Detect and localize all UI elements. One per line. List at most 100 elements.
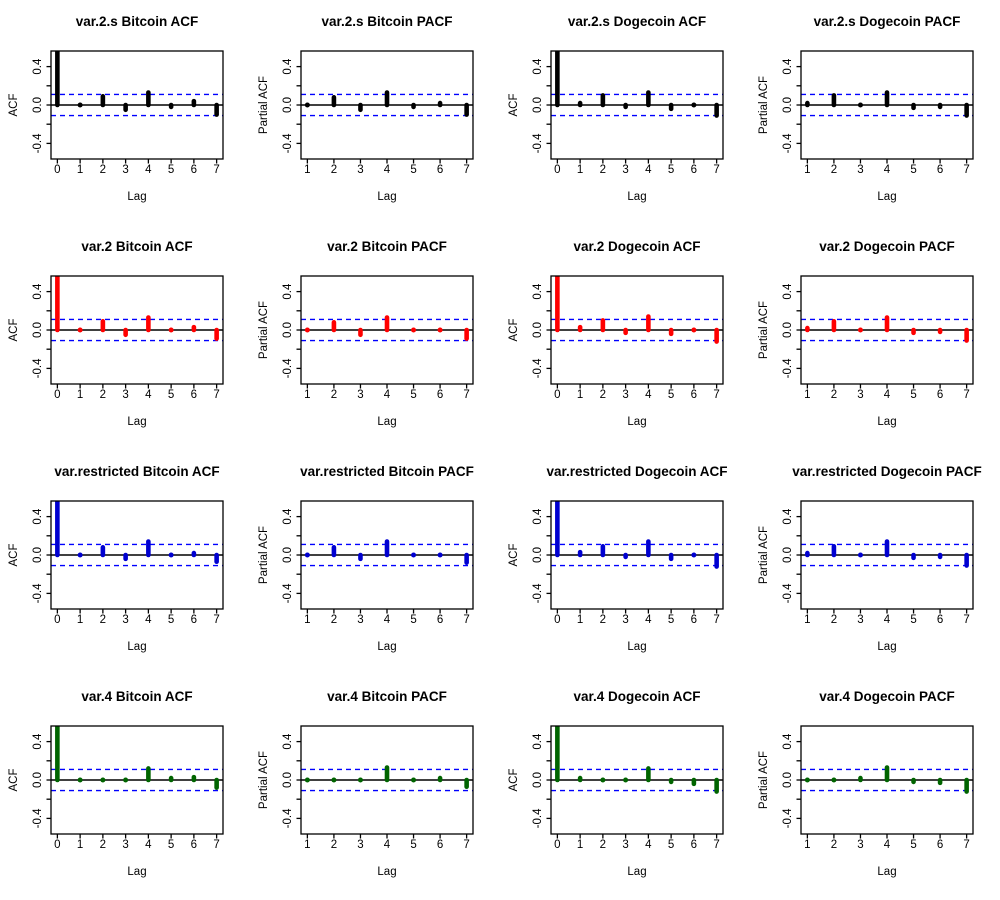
acf-bar-dot [623,777,629,783]
x-tick-label: 5 [168,389,174,401]
y-tick-label: -0.4 [282,583,294,603]
acf-plot: var.4 Bitcoin ACF -0.4 0.0 0.4 0 1 2 3 4 5 6 7 Lag AC… [8,689,224,878]
x-tick-label: 6 [691,164,697,176]
x-tick-label: 4 [884,614,891,626]
x-tick-label: 7 [463,389,469,401]
y-tick-label: 0.4 [32,508,44,525]
x-axis-label: Lag [127,866,146,878]
x-tick-label: 3 [357,389,363,401]
acf-bars [805,90,969,118]
subplot-cell: var.2.s Bitcoin ACF -0.4 0.0 0.4 0 1 2 3 4 5 6 7 Lag… [0,0,250,225]
x-axis-label: Lag [377,866,396,878]
x-tick-label: 3 [122,164,128,176]
y-axis-label: Partial ACF [758,301,770,359]
subplot-cell: var.4 Bitcoin PACF -0.4 0.0 0.4 1 2 3 4 5 6 7 Lag Pa… [250,675,500,900]
acf-bar-dot [77,327,83,333]
subplot-title: var.2 Dogecoin PACF [819,239,955,254]
y-axis-label: Partial ACF [258,76,270,134]
acf-bars [555,276,719,344]
y-tick-label: 0.4 [782,283,794,300]
acf-bar-dot [411,327,417,333]
acf-bar-dot [437,552,443,558]
acf-plot: var.restricted Dogecoin ACF -0.4 0.0 0.4 0 1 2… [508,464,728,653]
x-tick-label: 1 [77,839,83,851]
acf-plot: var.restricted Dogecoin PACF -0.4 0.0 0.4 1 2… [758,464,982,653]
acf-bar-dot [411,777,417,783]
x-tick-label: 7 [963,389,969,401]
x-tick-label: 4 [884,164,891,176]
x-tick-label: 6 [937,389,943,401]
x-tick-label: 6 [191,389,197,401]
acf-plot: var.2.s Bitcoin PACF -0.4 0.0 0.4 1 2 3 4 5 6 7 Lag… [258,14,474,203]
y-tick-label: 0.0 [782,772,794,788]
x-tick-label: 3 [122,614,128,626]
acf-bar-dot [77,552,83,558]
x-tick-label: 7 [213,164,219,176]
acf-bars [555,726,719,794]
y-axis-label: ACF [8,94,20,117]
y-tick-label: 0.4 [32,58,44,75]
acf-bars [804,765,969,794]
x-tick-label: 3 [357,164,363,176]
x-tick-label: 7 [213,614,219,626]
subplot-cell: var.2 Dogecoin PACF -0.4 0.0 0.4 1 2 3 4 5 6 7 Lag P… [750,225,1000,450]
acf-bar-dot [804,777,810,783]
x-tick-label: 2 [331,839,337,851]
acf-bar-dot [357,777,363,783]
x-tick-label: 6 [691,614,697,626]
y-axis-label: ACF [508,94,520,117]
y-axis-label: ACF [8,769,20,792]
subplot-title: var.restricted Dogecoin PACF [792,464,982,479]
acf-bar-dot [691,327,697,333]
x-tick-label: 4 [145,614,152,626]
x-tick-label: 7 [213,839,219,851]
acf-bar-dot [304,552,310,558]
subplot-cell: var.4 Bitcoin ACF -0.4 0.0 0.4 0 1 2 3 4 5 6 7 Lag AC… [0,675,250,900]
acf-bar-dot [857,102,863,108]
x-tick-label: 1 [577,164,583,176]
y-tick-label: 0.0 [32,772,44,788]
y-tick-label: 0.4 [32,283,44,300]
x-tick-label: 7 [713,614,719,626]
y-axis-label: ACF [8,319,20,342]
x-tick-label: 2 [100,614,106,626]
y-tick-label: -0.4 [782,583,794,603]
y-tick-label: -0.4 [532,133,544,153]
acf-plot: var.restricted Bitcoin ACF -0.4 0.0 0.4 0 1 2 3… [8,464,224,653]
x-tick-label: 5 [668,839,674,851]
y-tick-label: -0.4 [282,358,294,378]
y-tick-label: 0.0 [532,322,544,338]
x-tick-label: 3 [122,389,128,401]
x-tick-label: 0 [54,839,60,851]
y-axis-label: Partial ACF [758,751,770,809]
x-tick-label: 7 [713,389,719,401]
subplot-cell: var.2 Dogecoin ACF -0.4 0.0 0.4 0 1 2 3 4 5 6 7 Lag A… [500,225,750,450]
y-tick-label: 0.4 [282,733,294,750]
acf-plot: var.2.s Dogecoin ACF -0.4 0.0 0.4 0 1 2 3 4 5 6 7 La… [508,14,724,203]
acf-bars [55,51,219,117]
x-tick-label: 2 [600,389,606,401]
x-tick-label: 2 [831,164,837,176]
x-tick-label: 6 [191,164,197,176]
y-axis-label: Partial ACF [258,526,270,584]
x-axis-label: Lag [627,416,646,428]
y-tick-label: -0.4 [782,808,794,828]
acf-plot: var.2 Bitcoin PACF -0.4 0.0 0.4 1 2 3 4 5 6 7 Lag Pa… [258,239,474,428]
subplot-title: var.2.s Bitcoin ACF [76,14,199,29]
subplot-title: var.4 Dogecoin PACF [819,689,955,704]
acf-bar-dot [168,552,174,558]
acf-bar-dot [304,102,310,108]
subplot-title: var.2 Bitcoin PACF [327,239,447,254]
y-tick-label: 0.4 [782,733,794,750]
x-tick-label: 2 [331,389,337,401]
acf-plot: var.4 Dogecoin ACF -0.4 0.0 0.4 0 1 2 3 4 5 6 7 Lag A… [508,689,724,878]
x-tick-label: 6 [437,614,443,626]
x-tick-label: 7 [463,614,469,626]
y-tick-label: 0.0 [532,547,544,563]
x-tick-label: 0 [554,839,560,851]
subplot-cell: var.restricted Bitcoin ACF -0.4 0.0 0.4 0 1 2 3… [0,450,250,675]
acf-bars [555,501,719,569]
x-tick-label: 6 [437,164,443,176]
x-tick-label: 4 [384,839,391,851]
x-tick-label: 5 [168,164,174,176]
